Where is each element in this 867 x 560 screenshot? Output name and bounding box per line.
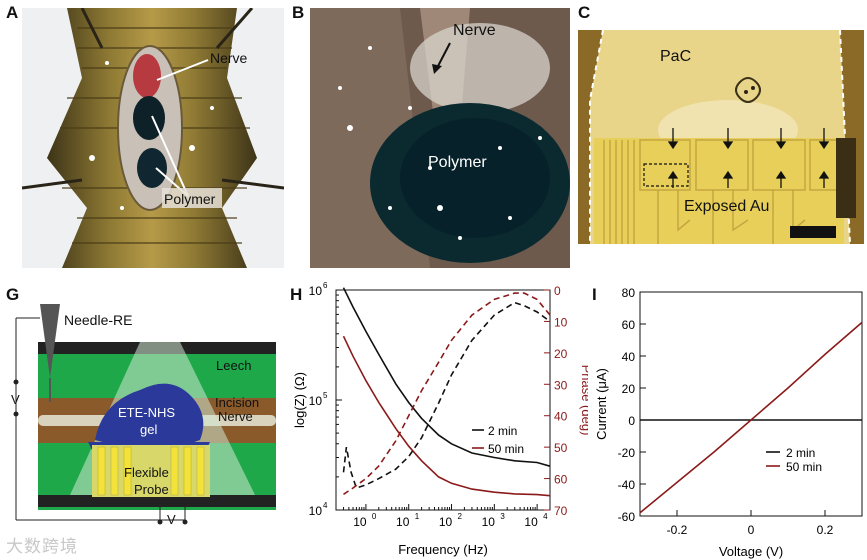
- label-polymer-b: Polymer: [428, 154, 487, 171]
- x-tick-exp: 0: [372, 512, 377, 521]
- y-tick-label: 10: [309, 284, 323, 298]
- photo-nerve-polymer: Nerve Polymer: [310, 8, 570, 268]
- x-tick-label: 0.2: [817, 523, 834, 537]
- x-tick-label: 10: [396, 515, 410, 529]
- y-tick-exp: 5: [323, 391, 328, 400]
- y-tick-label: -40: [618, 478, 636, 492]
- label-polymer-a: Polymer: [164, 191, 216, 207]
- y-tick-label: 40: [622, 350, 636, 364]
- y-tick-label: 0: [628, 414, 635, 428]
- series-impedance-0: [342, 287, 551, 467]
- plot-frame: [639, 291, 863, 517]
- y2-tick-label: 30: [554, 378, 568, 392]
- y-tick-label: 10: [309, 394, 323, 408]
- y2-tick-label: 70: [554, 504, 568, 518]
- x-tick-exp: 2: [458, 512, 463, 521]
- panel-letter-i: I: [592, 285, 597, 304]
- y-tick-label: -60: [618, 510, 636, 524]
- series-phase-3: [343, 292, 551, 495]
- y-tick-label: 10: [309, 504, 323, 518]
- label-gel-2: gel: [140, 422, 158, 437]
- chart-current-voltage: -0.2 0 0.2 -60 -40 -20 0 20 40 60 80 Voltage (V) Cur…: [594, 286, 863, 559]
- legend-label: 2 min: [786, 446, 815, 460]
- x-tick-label: 10: [353, 515, 367, 529]
- label-probe-1: Flexible: [124, 465, 169, 480]
- label-nerve-g: Nerve: [218, 409, 253, 424]
- series-iv-1: [639, 321, 863, 514]
- label-voltage-left: V: [11, 392, 20, 407]
- series-phase-2: [342, 301, 551, 490]
- x-axis-label: Frequency (Hz): [398, 542, 488, 557]
- x-tick-exp: 3: [500, 512, 505, 521]
- chart-impedance-phase: 10 0 10 1 10 2 10 3 10 410 410 510 6 010203040506070F…: [292, 282, 588, 557]
- x-tick-label: 10: [482, 515, 496, 529]
- legend-label: 2 min: [488, 424, 517, 438]
- x-tick-label: 0: [748, 523, 755, 537]
- label-gel-1: ETE-NHS: [118, 405, 176, 420]
- x-tick-label: 10: [439, 515, 453, 529]
- panel-letter-a: A: [6, 3, 19, 22]
- y-tick-exp: 6: [323, 282, 328, 290]
- label-exposed-au: Exposed Au: [684, 198, 770, 215]
- y-axis-label: Current (μA): [594, 368, 609, 440]
- panel-letter-c: C: [578, 3, 591, 22]
- label-leech: Leech: [216, 358, 252, 373]
- label-needle-re: Needle-RE: [64, 312, 133, 328]
- label-nerve-b: Nerve: [453, 22, 496, 39]
- label-probe-2: Probe: [134, 482, 169, 497]
- series-impedance-1: [342, 335, 551, 497]
- label-pac: PaC: [660, 48, 692, 65]
- y2-axis-label: Phase (deg): [579, 365, 588, 436]
- y-tick-label: 20: [622, 382, 636, 396]
- y-tick-exp: 4: [323, 501, 328, 510]
- y2-tick-label: 50: [554, 441, 568, 455]
- y-tick-label: 60: [622, 318, 636, 332]
- y-tick-label: -20: [618, 446, 636, 460]
- label-nerve-a: Nerve: [210, 50, 248, 66]
- x-axis-label: Voltage (V): [719, 544, 783, 559]
- x-tick-label: 10: [524, 515, 538, 529]
- watermark-text: 大数跨境: [6, 537, 78, 557]
- label-incision: Incision: [215, 395, 260, 410]
- legend-label: 50 min: [786, 460, 822, 474]
- label-voltage-bottom: V: [167, 512, 176, 527]
- y-axis-label: log(Z) (Ω): [292, 372, 307, 428]
- y2-tick-label: 40: [554, 410, 568, 424]
- x-tick-label: -0.2: [667, 523, 688, 537]
- panel-letter-b: B: [292, 3, 305, 22]
- x-tick-exp: 4: [543, 512, 548, 521]
- photo-electrode-array: PaC Exposed Au: [578, 30, 864, 244]
- y2-tick-label: 10: [554, 315, 568, 329]
- y2-tick-label: 20: [554, 347, 568, 361]
- panel-letter-g: G: [6, 285, 20, 304]
- x-tick-exp: 1: [415, 512, 420, 521]
- y2-tick-label: 60: [554, 473, 568, 487]
- legend-label: 50 min: [488, 442, 524, 456]
- photo-leech-incision: Nerve Polymer: [22, 8, 284, 268]
- panel-letter-h: H: [290, 285, 303, 304]
- y2-tick-label: 0: [554, 284, 561, 298]
- y-tick-label: 80: [622, 286, 636, 300]
- schematic-g: Needle-RE Leech Incision Nerve ETE-NHS g…: [10, 290, 280, 535]
